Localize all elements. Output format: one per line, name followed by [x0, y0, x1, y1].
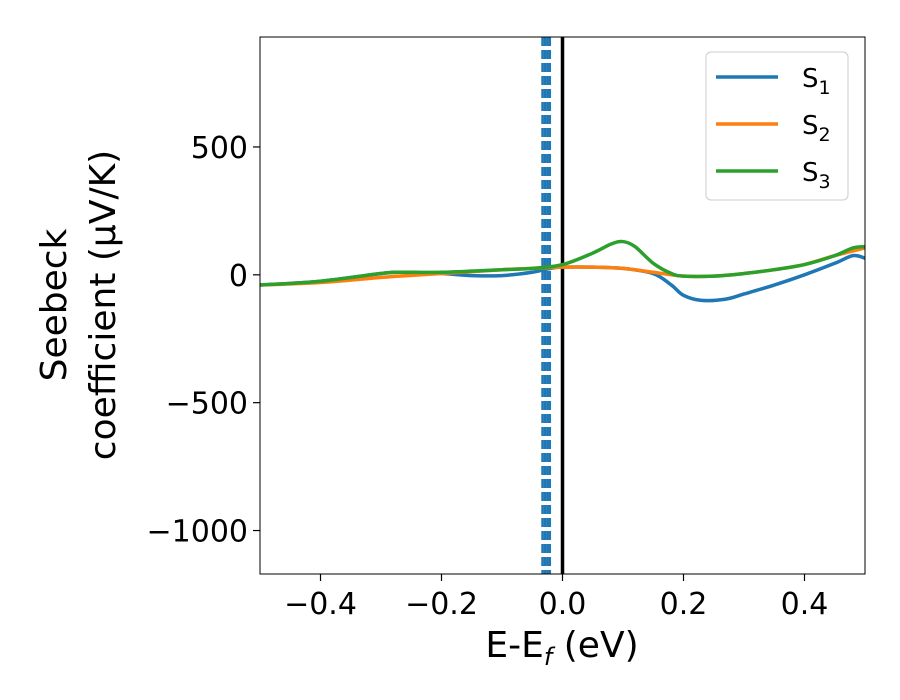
x-tick-label: 0.0 [539, 587, 587, 622]
legend-label-s3: S3 [802, 158, 831, 193]
legend-label-s2: S2 [802, 111, 831, 146]
x-tick-label: 0.2 [660, 587, 708, 622]
x-tick-label: −0.2 [405, 587, 478, 622]
x-tick-label: 0.4 [781, 587, 829, 622]
legend-label-s1: S1 [802, 64, 831, 99]
legend: S1 S2 S3 [705, 51, 849, 201]
y-axis-label-line2: coefficient (μV/K) [83, 150, 124, 460]
y-tick-label: 0 [229, 259, 248, 294]
legend-box [705, 51, 849, 201]
series-line-s3 [260, 239, 865, 287]
x-axis-label-main: E-E [485, 625, 543, 666]
y-tick-label: −1000 [147, 515, 248, 550]
y-tick-label: 500 [191, 131, 248, 166]
x-axis-label-unit: (eV) [552, 625, 638, 666]
x-tick-label: −0.4 [284, 587, 357, 622]
y-axis-label-line1: Seebeck [34, 228, 75, 381]
x-axis-label: E-Ef (eV) [485, 625, 638, 671]
y-tick-label: −500 [166, 387, 248, 422]
